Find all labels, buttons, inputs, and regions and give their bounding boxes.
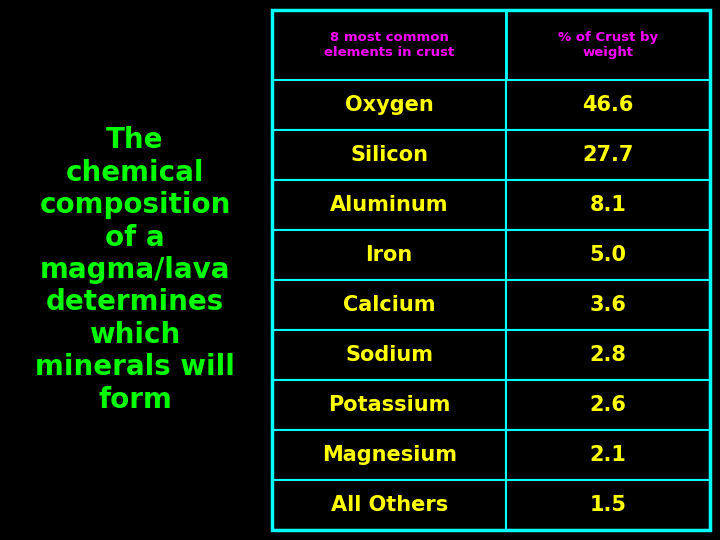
Text: 8.1: 8.1 bbox=[590, 195, 626, 215]
Bar bbox=[506, 380, 710, 430]
Text: Sodium: Sodium bbox=[345, 345, 433, 365]
Bar bbox=[272, 180, 506, 230]
Bar bbox=[506, 280, 710, 330]
Text: Iron: Iron bbox=[366, 245, 413, 265]
Text: 1.5: 1.5 bbox=[590, 495, 626, 515]
Text: 27.7: 27.7 bbox=[582, 145, 634, 165]
Bar bbox=[272, 430, 506, 480]
Bar bbox=[272, 230, 506, 280]
Bar bbox=[506, 10, 710, 80]
Bar bbox=[506, 330, 710, 380]
Text: % of Crust by
weight: % of Crust by weight bbox=[558, 31, 658, 59]
Bar bbox=[506, 480, 710, 530]
Bar bbox=[506, 180, 710, 230]
Text: 2.8: 2.8 bbox=[590, 345, 626, 365]
Bar bbox=[272, 130, 506, 180]
Text: The
chemical
composition
of a
magma/lava
determines
which
minerals will
form: The chemical composition of a magma/lava… bbox=[35, 126, 235, 414]
Bar bbox=[272, 10, 506, 80]
Text: Oxygen: Oxygen bbox=[345, 95, 433, 115]
Text: 8 most common
elements in crust: 8 most common elements in crust bbox=[324, 31, 454, 59]
Bar bbox=[272, 330, 506, 380]
Bar bbox=[272, 480, 506, 530]
Text: 2.1: 2.1 bbox=[590, 445, 626, 465]
Bar bbox=[506, 430, 710, 480]
Bar bbox=[506, 80, 710, 130]
Bar bbox=[272, 80, 506, 130]
Text: 2.6: 2.6 bbox=[590, 395, 626, 415]
Bar bbox=[506, 230, 710, 280]
Text: 5.0: 5.0 bbox=[590, 245, 626, 265]
Text: Magnesium: Magnesium bbox=[322, 445, 456, 465]
Text: Potassium: Potassium bbox=[328, 395, 450, 415]
Text: Silicon: Silicon bbox=[350, 145, 428, 165]
Text: 46.6: 46.6 bbox=[582, 95, 634, 115]
Bar bbox=[272, 10, 710, 530]
Text: 3.6: 3.6 bbox=[590, 295, 626, 315]
Text: All Others: All Others bbox=[330, 495, 448, 515]
Text: Calcium: Calcium bbox=[343, 295, 436, 315]
Text: Aluminum: Aluminum bbox=[330, 195, 449, 215]
Bar bbox=[506, 130, 710, 180]
Bar bbox=[272, 280, 506, 330]
Bar bbox=[272, 380, 506, 430]
